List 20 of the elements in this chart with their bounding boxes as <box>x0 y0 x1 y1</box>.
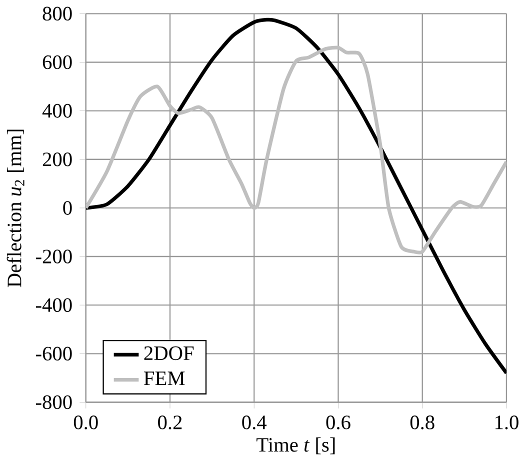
y-tick-label: 400 <box>42 104 72 118</box>
y-tick-label: -400 <box>36 298 72 312</box>
x-axis-title: Time t [s] <box>256 437 335 454</box>
x-tick-label: 0.0 <box>74 415 98 430</box>
y-tick-label: -600 <box>36 346 72 361</box>
line-series <box>86 46 506 254</box>
y-tick-label: 800 <box>42 6 72 21</box>
y-tick-label: 200 <box>42 152 72 166</box>
y-axis-title: Deflection u$_{2}$ [mm] <box>6 130 24 288</box>
y-tick-label: -200 <box>36 250 72 264</box>
legend-label: FEM <box>144 372 185 385</box>
x-tick-label: 1.0 <box>496 415 518 430</box>
x-tick-label: 0.4 <box>242 415 267 430</box>
x-tick-label: 0.6 <box>326 415 350 430</box>
x-tick-label: 0.8 <box>410 415 434 430</box>
y-tick-label: 0 <box>63 201 72 215</box>
y-tick-label: -800 <box>36 395 72 410</box>
x-tick-label: 0.2 <box>158 415 182 430</box>
legend-label: 2DOF <box>144 346 194 360</box>
y-tick-label: 600 <box>42 55 72 70</box>
